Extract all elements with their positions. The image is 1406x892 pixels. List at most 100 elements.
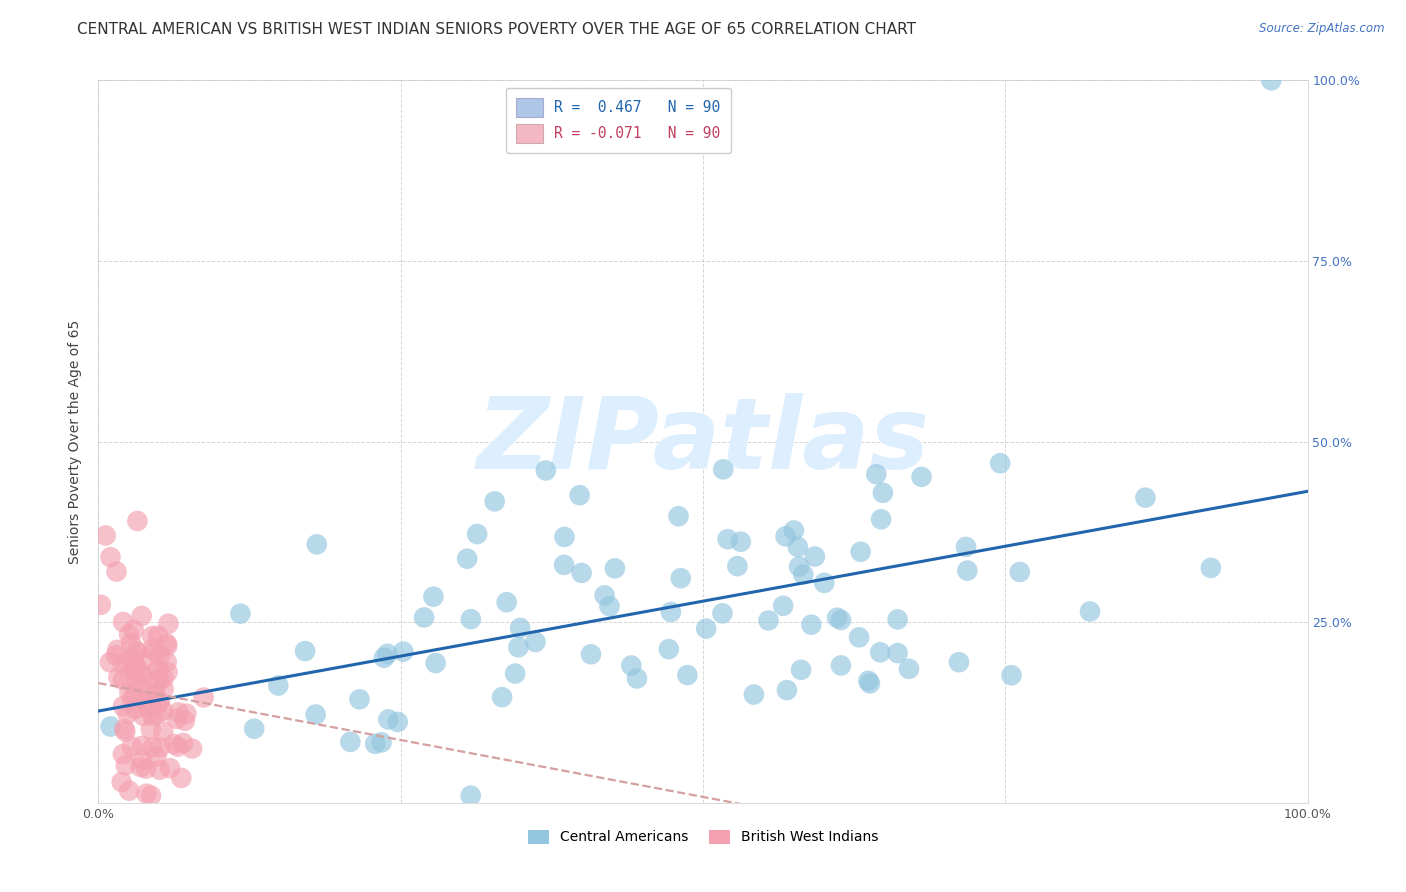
Point: [174, 714, 197, 728]
Point: [127, 514, 149, 528]
Point: [364, 737, 387, 751]
Point: [156, 639, 179, 653]
Point: [377, 713, 399, 727]
Point: [772, 599, 794, 613]
Point: [146, 664, 169, 678]
Point: [111, 747, 134, 761]
Point: [948, 655, 970, 669]
Point: [668, 509, 690, 524]
Point: [711, 462, 734, 476]
Point: [377, 647, 399, 661]
Point: [571, 566, 593, 580]
Point: [112, 722, 135, 736]
Point: [304, 707, 326, 722]
Point: [131, 679, 153, 693]
Point: [176, 706, 198, 721]
Point: [1135, 491, 1157, 505]
Point: [112, 615, 135, 629]
Point: [118, 627, 141, 641]
Point: [129, 668, 152, 682]
Point: [143, 645, 166, 659]
Point: [725, 559, 748, 574]
Point: [118, 783, 141, 797]
Point: [1199, 561, 1222, 575]
Point: [118, 686, 141, 700]
Point: [157, 616, 180, 631]
Point: [955, 540, 977, 554]
Point: [603, 561, 626, 575]
Point: [870, 512, 893, 526]
Point: [135, 762, 157, 776]
Point: [124, 688, 146, 702]
Point: [122, 623, 145, 637]
Point: [127, 644, 149, 658]
Point: [886, 646, 908, 660]
Point: [825, 611, 848, 625]
Point: [730, 534, 752, 549]
Point: [1260, 73, 1282, 87]
Point: [579, 648, 602, 662]
Point: [658, 642, 681, 657]
Text: Source: ZipAtlas.com: Source: ZipAtlas.com: [1260, 22, 1385, 36]
Point: [695, 622, 717, 636]
Point: [392, 645, 415, 659]
Point: [135, 787, 157, 801]
Point: [136, 694, 159, 708]
Point: [94, 528, 117, 542]
Point: [90, 598, 112, 612]
Point: [758, 614, 780, 628]
Point: [783, 524, 806, 538]
Point: [243, 722, 266, 736]
Point: [141, 708, 163, 723]
Point: [553, 530, 575, 544]
Point: [786, 540, 808, 554]
Point: [339, 735, 361, 749]
Point: [145, 677, 167, 691]
Point: [148, 696, 170, 710]
Point: [858, 673, 880, 688]
Point: [100, 550, 122, 565]
Point: [121, 692, 143, 706]
Point: [166, 739, 188, 754]
Point: [553, 558, 575, 572]
Point: [111, 775, 134, 789]
Point: [112, 699, 135, 714]
Point: [149, 740, 172, 755]
Point: [524, 635, 547, 649]
Point: [107, 670, 129, 684]
Point: [413, 610, 436, 624]
Point: [804, 549, 827, 564]
Point: [131, 609, 153, 624]
Point: [775, 529, 797, 543]
Point: [124, 702, 146, 716]
Point: [484, 494, 506, 508]
Point: [163, 737, 186, 751]
Text: ZIPatlas: ZIPatlas: [477, 393, 929, 490]
Point: [131, 653, 153, 667]
Point: [138, 702, 160, 716]
Point: [509, 621, 531, 635]
Point: [124, 665, 146, 679]
Point: [141, 740, 163, 755]
Point: [166, 712, 188, 726]
Point: [149, 648, 172, 663]
Point: [830, 658, 852, 673]
Point: [495, 595, 517, 609]
Point: [676, 668, 699, 682]
Point: [849, 545, 872, 559]
Text: CENTRAL AMERICAN VS BRITISH WEST INDIAN SENIORS POVERTY OVER THE AGE OF 65 CORRE: CENTRAL AMERICAN VS BRITISH WEST INDIAN …: [77, 22, 917, 37]
Point: [111, 657, 134, 672]
Point: [859, 676, 882, 690]
Point: [229, 607, 252, 621]
Point: [387, 714, 409, 729]
Point: [1008, 565, 1031, 579]
Point: [152, 671, 174, 685]
Point: [149, 763, 172, 777]
Point: [800, 617, 823, 632]
Point: [865, 467, 887, 482]
Point: [125, 659, 148, 673]
Point: [1078, 605, 1101, 619]
Point: [792, 567, 814, 582]
Point: [129, 760, 152, 774]
Point: [669, 571, 692, 585]
